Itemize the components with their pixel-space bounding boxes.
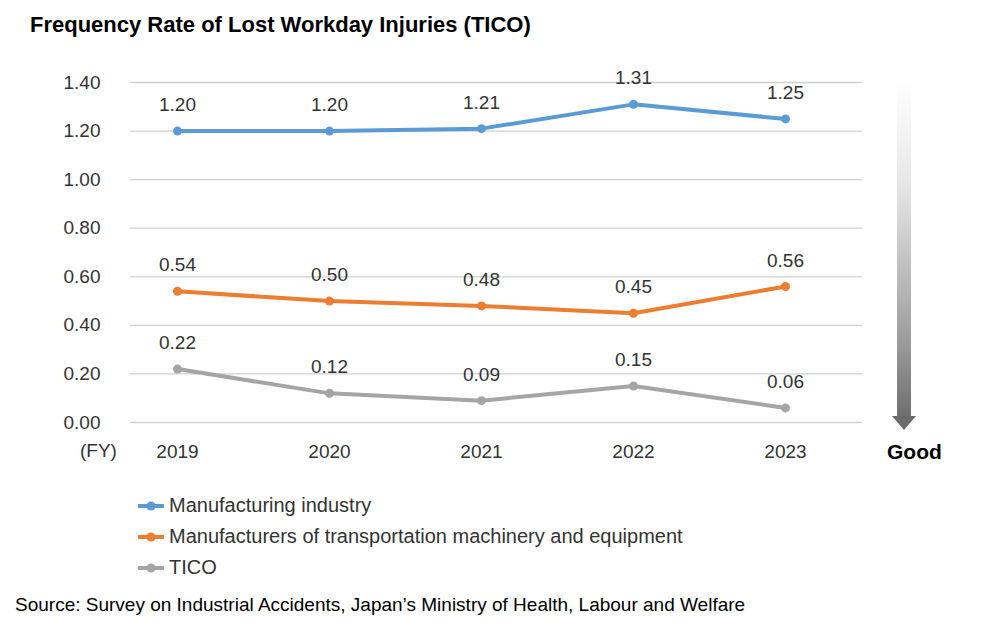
- svg-text:1.25: 1.25: [767, 82, 804, 103]
- svg-text:2023: 2023: [764, 441, 806, 462]
- svg-text:0.54: 0.54: [159, 254, 196, 275]
- svg-text:1.40: 1.40: [64, 72, 101, 93]
- svg-text:2021: 2021: [460, 441, 502, 462]
- svg-text:0.40: 0.40: [64, 314, 101, 335]
- html-text:TICO: TICO: [169, 556, 217, 578]
- svg-text:0.60: 0.60: [64, 266, 101, 287]
- svg-text:1.00: 1.00: [64, 169, 101, 190]
- svg-text:0.20: 0.20: [64, 363, 101, 384]
- svg-text:0.09: 0.09: [463, 364, 500, 385]
- svg-text:1.31: 1.31: [615, 67, 652, 88]
- svg-text:0.80: 0.80: [64, 217, 101, 238]
- svg-text:0.48: 0.48: [463, 269, 500, 290]
- svg-text:2022: 2022: [612, 441, 654, 462]
- svg-text:2020: 2020: [308, 441, 350, 462]
- svg-text:0.22: 0.22: [159, 332, 196, 353]
- svg-text:1.21: 1.21: [463, 92, 500, 113]
- html-text:Manufacturing industry: Manufacturing industry: [169, 494, 372, 516]
- html-text:Manufacturers of transportatio: Manufacturers of transportation machiner…: [169, 525, 683, 547]
- svg-text:0.45: 0.45: [615, 276, 652, 297]
- svg-text:0.12: 0.12: [311, 356, 348, 377]
- svg-text:1.20: 1.20: [159, 94, 196, 115]
- html-text:Frequency Rate of Lost Workday: Frequency Rate of Lost Workday Injuries …: [30, 12, 531, 37]
- svg-text:1.20: 1.20: [311, 94, 348, 115]
- svg-text:0.50: 0.50: [311, 264, 348, 285]
- html-text:Good: Good: [887, 440, 942, 463]
- svg-text:0.15: 0.15: [615, 349, 652, 370]
- html-text:Source: Survey on Industrial A: Source: Survey on Industrial Accidents, …: [15, 594, 746, 615]
- svg-text:2019: 2019: [156, 441, 198, 462]
- svg-text:0.56: 0.56: [767, 250, 804, 271]
- html-text:(FY): (FY): [80, 440, 117, 461]
- svg-text:1.20: 1.20: [64, 120, 101, 141]
- svg-text:0.06: 0.06: [767, 371, 804, 392]
- svg-text:0.00: 0.00: [64, 412, 101, 433]
